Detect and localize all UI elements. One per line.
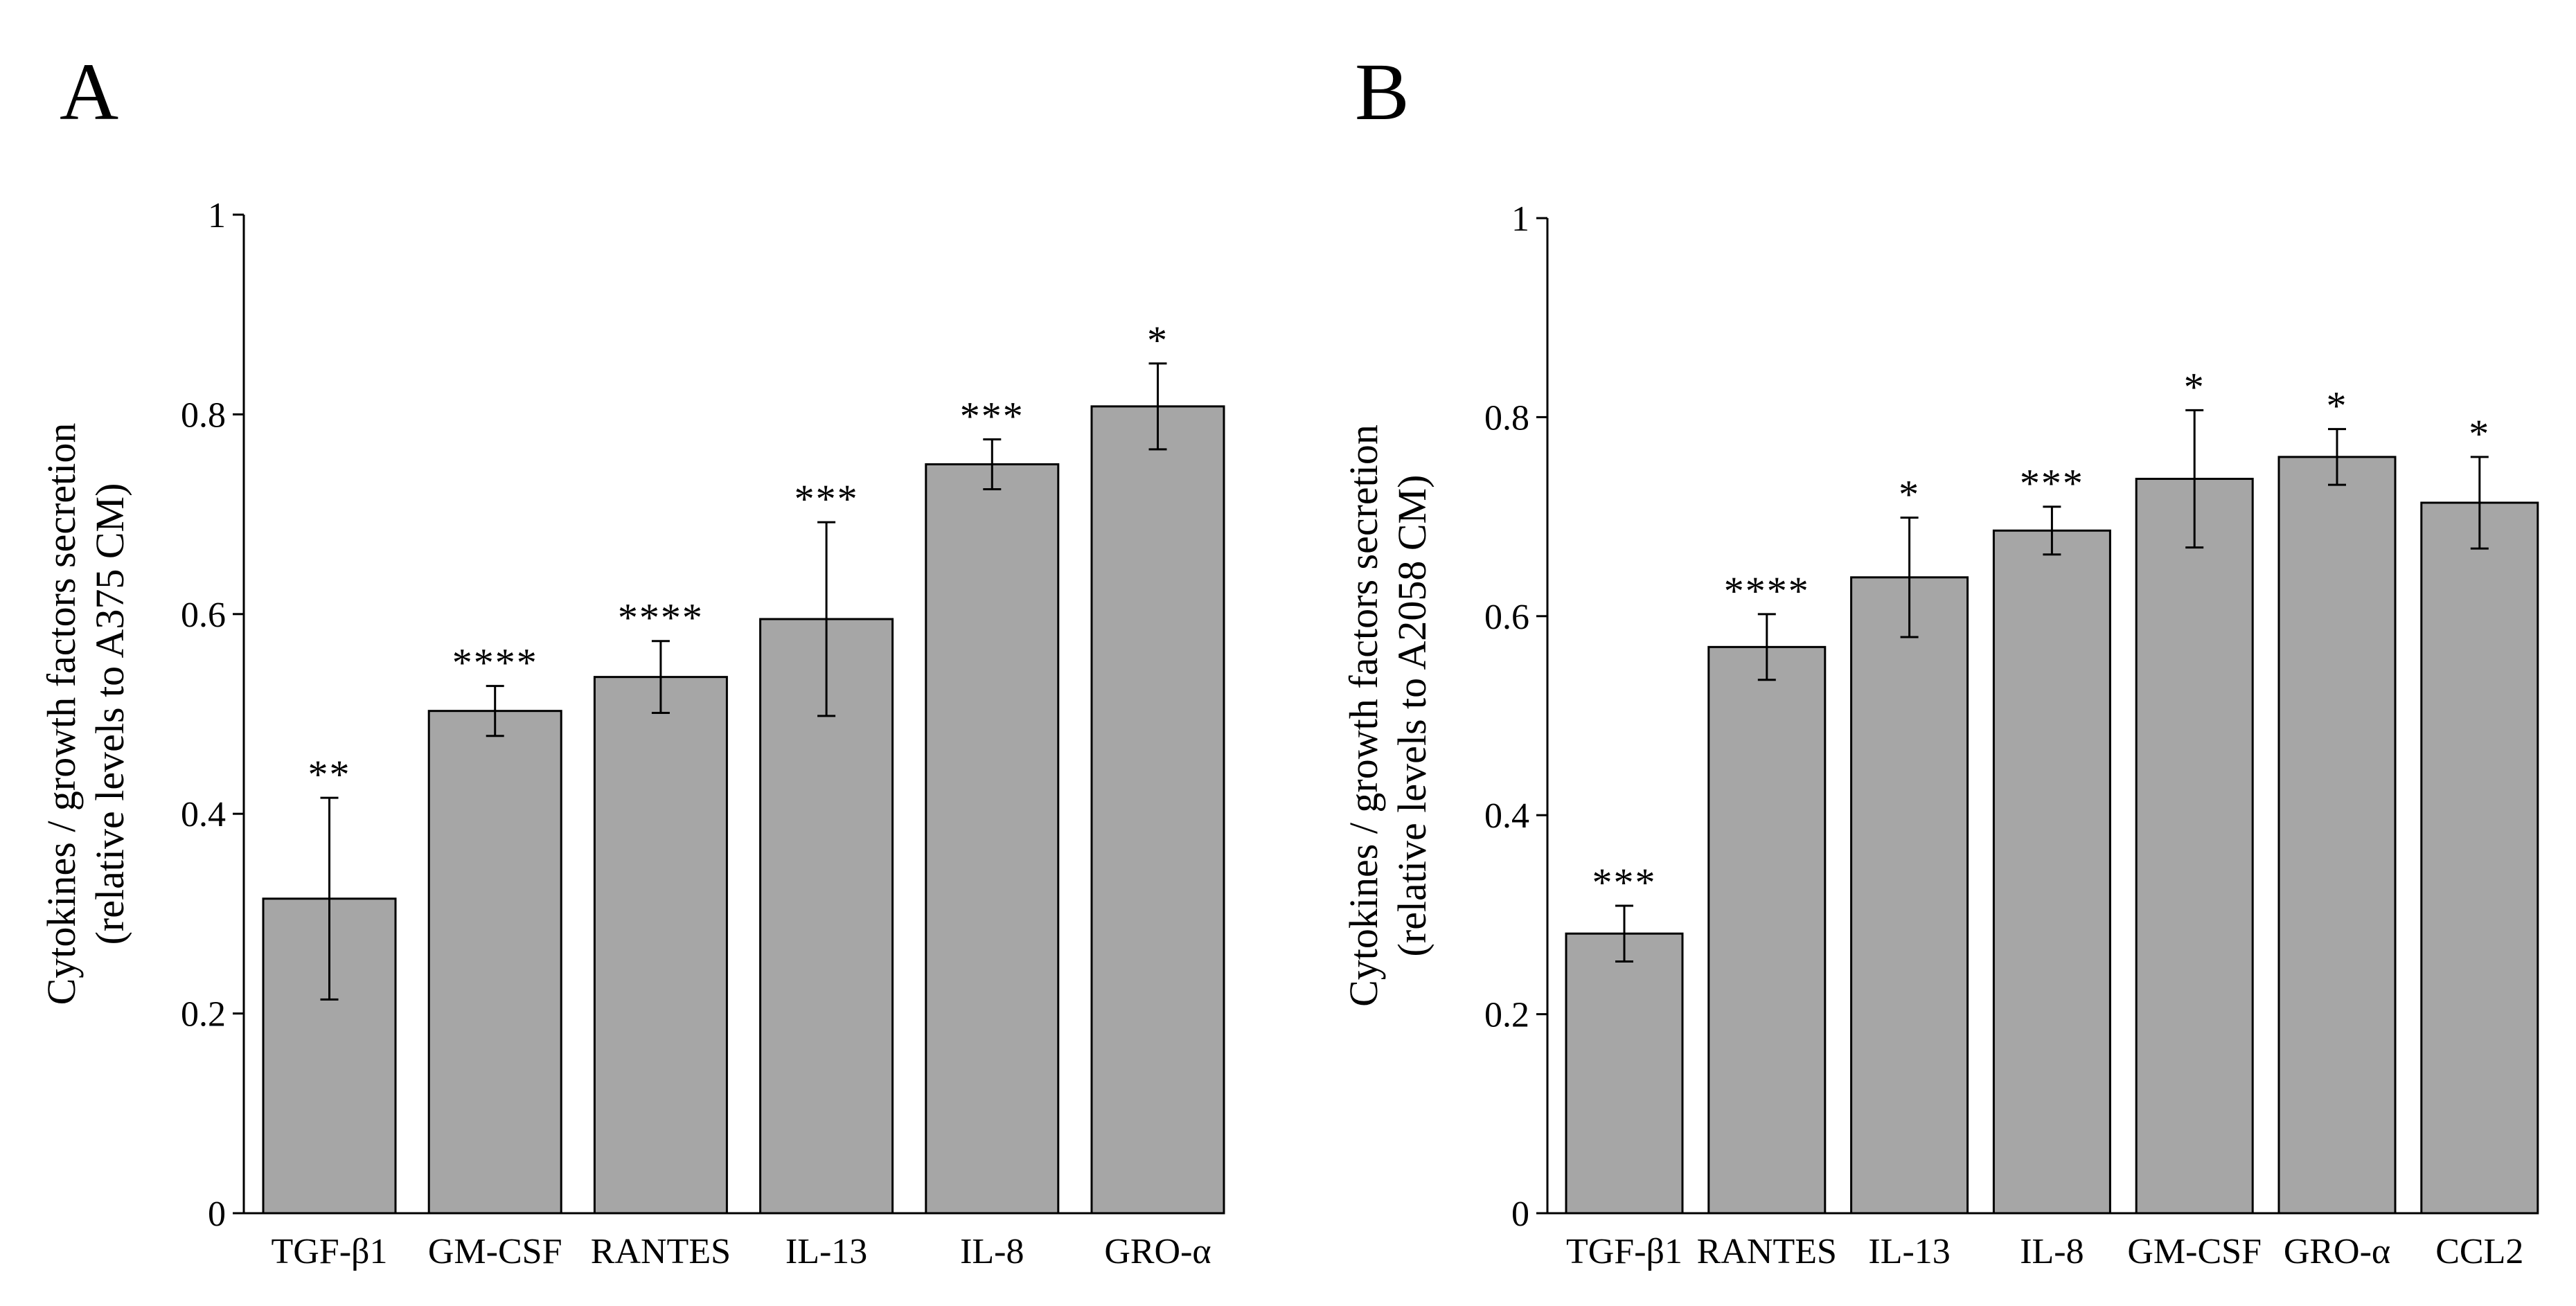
bar [427,710,562,1215]
y-tick-label: 0 [1511,1195,1529,1234]
significance-label: **** [452,641,538,686]
y-axis-title-line: Cytokines / growth factors secretion [1341,424,1386,1007]
bar [1565,932,1684,1215]
significance-label: ** [308,752,351,797]
category-label: IL-8 [960,1232,1024,1271]
bar [925,463,1060,1215]
category-label: GM-CSF [428,1232,562,1271]
category-label: GM-CSF [2127,1232,2262,1271]
category-label: GRO-α [2284,1232,2390,1271]
y-tick-label: 0.2 [1484,996,1529,1035]
bar [593,676,728,1215]
y-tick-label: 0.8 [1484,398,1529,438]
significance-label: **** [1724,569,1810,614]
category-label: GRO-α [1104,1232,1211,1271]
significance-label: * [2469,411,2490,456]
category-label: IL-13 [785,1232,867,1271]
y-tick-label: 0.6 [1484,598,1529,637]
y-tick-label: 0.2 [181,995,226,1035]
panel-a: A 0 0.2 0.4 0.6 0.8 1 Cytokines / growth factor… [39,46,1225,1271]
significance-label: **** [618,596,704,641]
bar [1992,529,2111,1215]
significance-label: *** [794,476,859,521]
significance-label: * [2327,384,2348,429]
y-tick-label: 0.6 [181,596,226,635]
category-label: RANTES [591,1232,731,1271]
y-tick-label: 0.8 [181,395,226,435]
category-label: IL-8 [2020,1232,2084,1271]
y-tick-label: 1 [208,196,226,235]
category-label: RANTES [1697,1232,1837,1271]
bar [2135,477,2254,1215]
category-label: CCL2 [2435,1232,2523,1271]
y-tick-label: 0 [208,1195,226,1234]
category-label: TGF-β1 [1566,1232,1682,1271]
panel-b: B 0 0.2 0.4 0.6 0.8 1 Cytokines / growth factor… [1341,46,2539,1271]
bar [1707,645,1827,1215]
bar [1850,576,1969,1215]
significance-label: *** [1592,860,1657,905]
significance-label: * [2184,364,2205,409]
significance-label: *** [960,393,1024,438]
significance-label: * [1147,318,1169,363]
y-axis-title-line: Cytokines / growth factors secretion [39,423,84,1005]
y-axis-title-line: (relative levels to A375 CM) [87,483,132,945]
y-tick-label: 0.4 [1484,796,1529,836]
y-axis-title-line: (relative levels to A2058 CM) [1389,475,1434,957]
category-label: IL-13 [1868,1232,1950,1271]
bar [2420,501,2539,1215]
category-label: TGF-β1 [271,1232,387,1271]
bar [759,618,894,1215]
bar [2277,456,2397,1215]
significance-label: * [1899,472,1920,517]
significance-label: *** [2020,461,2084,506]
bar [1090,405,1225,1215]
y-tick-label: 0.4 [181,795,226,834]
y-tick-label: 1 [1511,199,1529,239]
panel-letter: A [60,46,118,137]
panel-letter: B [1355,46,1410,137]
